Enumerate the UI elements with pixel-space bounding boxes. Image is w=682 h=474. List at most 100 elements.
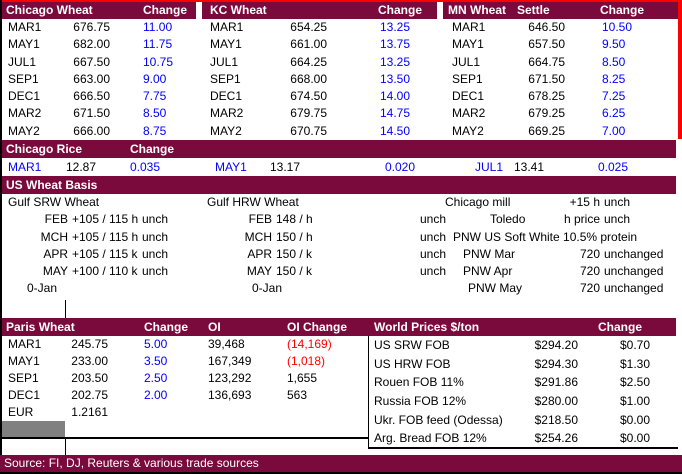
section-title: US Wheat Basis [6,178,98,192]
price-cell: 202.75 [71,388,108,402]
table-row: JUL1 664.25 13.25 [202,54,437,71]
change-cell: 14.75 [380,106,411,121]
market-label-cell: Ukr. FOB feed (Odessa) [374,412,503,427]
hrw-status: unch [420,264,447,279]
market-label-cell: Arg. Bread FOB 12% [374,431,487,446]
month-cell: JUL1 [475,160,504,174]
oi-change-cell: (1,018) [287,354,326,368]
table-row: MAR2 679.75 14.75 [202,105,437,122]
change-column-header: Change [600,3,645,17]
settle-column-header: Settle [517,3,550,17]
price-cell: 679.75 [290,106,327,121]
basis-label: PNW May [468,281,522,296]
chicago-rice-row: MAR1 12.87 0.035 MAY1 13.17 0.020 JUL1 1… [2,158,676,176]
mn-wheat-header: MN Wheat Settle Change [443,2,678,19]
source-bar: Source: FI, DJ, Reuters & various trade … [0,455,682,472]
eur-row: EUR 1.2161 [2,404,368,421]
hrw-value: 150 / k [276,264,313,279]
settle-cell: 669.25 [528,123,565,138]
price-cell: 682.00 [73,37,110,52]
table-row: MCH +105 / 115 h unch MCH 150 / h unch P… [2,229,676,246]
table-row: MAY1 657.50 9.50 [443,36,678,53]
change-cell: 8.25 [602,71,626,86]
change-cell: 0.020 [385,160,416,174]
srw-status: unch [142,264,169,279]
basis-status: unchanged [604,246,664,261]
hrw-month: MAY [246,264,272,279]
change-cell: 5.00 [144,337,168,351]
cell-border [65,300,66,318]
oi-cell: 136,693 [208,388,252,402]
change-cell: 7.00 [602,123,626,138]
table-row: MAR1 654.25 13.25 [202,19,437,36]
month-cell: JUL1 [210,54,239,69]
settle-cell: 646.50 [528,20,565,34]
paris-world-header: Paris Wheat Change OI OI Change World Pr… [2,318,676,336]
table-row: Gulf SRW Wheat Gulf HRW Wheat Chicago mi… [2,194,676,211]
chicago-wheat-header: Chicago Wheat Change [2,2,196,19]
oi-change-cell: 563 [287,388,308,402]
basis-value: 720 [579,281,600,296]
month-cell: SEP1 [210,71,241,86]
price-cell: 674.50 [290,89,327,104]
hrw-value: 148 / h [276,212,313,227]
price-cell: 664.25 [290,54,327,69]
change-cell: 11.00 [143,20,173,34]
basis-value: 720 [579,264,600,279]
month-cell: DEC1 [452,89,485,104]
basis-value: +15 h [569,195,600,209]
market-label-cell: Russia FOB 12% [374,393,467,408]
month-cell: SEP1 [8,71,39,86]
world-table-left-border [368,336,369,448]
month-cell: MAY1 [210,37,242,52]
table-row: SEP1 671.50 8.25 [443,71,678,88]
change-column-header: Change [598,320,643,334]
month-cell: SEP1 [8,371,39,385]
price-cell: $218.50 [534,412,578,427]
price-cell: 654.25 [290,20,327,34]
table-row: 0-Jan 0-Jan PNW May 720 unchanged [2,280,676,297]
month-cell: MAY2 [452,123,484,138]
month-cell: MAR1 [210,20,244,34]
settle-cell: 678.25 [528,89,565,104]
basis-label: Chicago mill [445,195,511,209]
hrw-title: Gulf HRW Wheat [207,195,299,209]
oi-column-header: OI [208,320,221,334]
table-row: MAR2 679.25 6.25 [443,105,678,122]
change-cell: 13.50 [380,71,411,86]
price-cell: 13.41 [513,160,544,174]
month-cell: DEC1 [210,89,243,104]
change-cell: 14.00 [380,89,411,104]
change-cell: $2.50 [619,375,650,390]
srw-month: FEB [44,212,68,227]
change-cell: 0.025 [598,160,629,174]
price-cell: 661.00 [290,37,327,52]
table-row: MAY2 666.00 8.75 [2,123,196,140]
table-row: DEC1 674.50 14.00 [202,88,437,105]
paris-wheat-table: MAR1 245.75 5.00 39,468 (14,169) MAY1 23… [2,336,368,421]
chicago-wheat-table: MAR1 676.75 11.00 MAY1 682.00 11.75 JUL1… [2,19,196,140]
us-wheat-basis-table: Gulf SRW Wheat Gulf HRW Wheat Chicago mi… [2,194,676,298]
basis-status: unchanged [604,264,664,279]
srw-status: unch [142,212,169,227]
price-cell: 233.00 [71,354,108,368]
change-cell: 9.50 [602,37,626,52]
hrw-status: unch [420,212,447,227]
panel-title: Paris Wheat [6,320,75,334]
srw-value: +105 / 115 k [72,246,138,261]
srw-title: Gulf SRW Wheat [8,195,100,209]
month-cell: MAY1 [452,37,484,52]
price-cell: $294.30 [534,356,578,371]
table-row: US HRW FOB $294.30 $1.30 [368,355,678,374]
market-label-cell: US HRW FOB [374,356,451,371]
hrw-status: unch [420,229,447,244]
srw-date-cell: 0-Jan [27,281,58,296]
table-row: SEP1 203.50 2.50 123,292 1,655 [2,370,368,387]
table-row: Rouen FOB 11% $291.86 $2.50 [368,373,678,392]
hrw-month: MCH [244,229,272,244]
us-wheat-basis-header: US Wheat Basis [2,176,676,194]
change-cell: 11.75 [143,37,173,52]
change-column-header: Change [144,320,189,334]
panel-title: Chicago Wheat [6,3,93,17]
change-cell: 0.035 [130,160,161,174]
